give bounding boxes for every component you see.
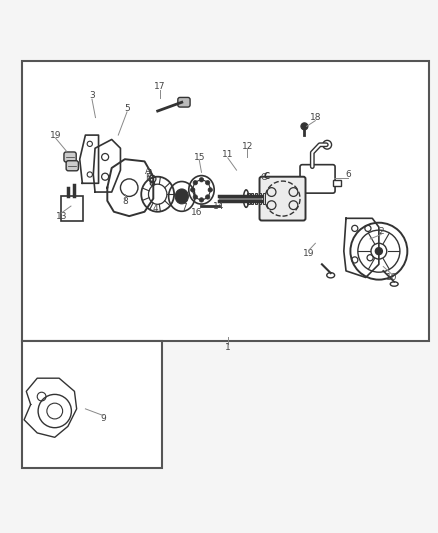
Bar: [61, 197, 83, 221]
FancyBboxPatch shape: [64, 152, 76, 162]
Text: 13: 13: [56, 212, 67, 221]
Text: 1: 1: [225, 343, 231, 352]
FancyBboxPatch shape: [22, 61, 429, 341]
Bar: [333, 180, 341, 186]
FancyBboxPatch shape: [22, 341, 162, 468]
Text: 4: 4: [153, 204, 158, 213]
Text: A: A: [145, 166, 151, 175]
Bar: [247, 193, 250, 204]
Circle shape: [191, 188, 195, 192]
Bar: [255, 193, 258, 204]
Text: B: B: [145, 173, 151, 182]
Text: 19: 19: [303, 249, 314, 258]
Text: 18: 18: [310, 113, 321, 122]
Text: 7: 7: [181, 203, 187, 212]
Bar: [263, 193, 265, 204]
Circle shape: [199, 177, 204, 182]
Text: 8: 8: [122, 197, 128, 206]
Circle shape: [301, 123, 308, 130]
Circle shape: [199, 198, 204, 202]
FancyBboxPatch shape: [66, 161, 78, 171]
Circle shape: [208, 188, 212, 192]
Text: 16: 16: [191, 208, 203, 217]
Text: 12: 12: [242, 142, 253, 150]
Bar: [251, 193, 254, 204]
Text: 3: 3: [89, 91, 95, 100]
FancyBboxPatch shape: [300, 165, 335, 193]
Text: A: A: [148, 169, 153, 178]
Text: 17: 17: [154, 83, 166, 92]
Circle shape: [193, 181, 198, 185]
Text: 14: 14: [213, 201, 225, 211]
Text: C: C: [264, 172, 270, 181]
Text: C: C: [261, 173, 267, 182]
Bar: [259, 193, 261, 204]
Text: 6: 6: [345, 170, 351, 179]
FancyBboxPatch shape: [259, 177, 305, 221]
Text: B: B: [148, 175, 153, 184]
Circle shape: [375, 248, 382, 255]
Text: 15: 15: [194, 152, 205, 161]
FancyBboxPatch shape: [178, 98, 190, 107]
Text: 19: 19: [50, 131, 61, 140]
Text: 11: 11: [222, 150, 233, 159]
Text: 10: 10: [386, 273, 398, 282]
Circle shape: [193, 195, 198, 199]
Circle shape: [205, 195, 210, 199]
Circle shape: [205, 181, 210, 185]
Ellipse shape: [175, 189, 188, 204]
Text: 9: 9: [100, 414, 106, 423]
Text: 5: 5: [124, 104, 130, 114]
Text: 2: 2: [378, 227, 384, 236]
